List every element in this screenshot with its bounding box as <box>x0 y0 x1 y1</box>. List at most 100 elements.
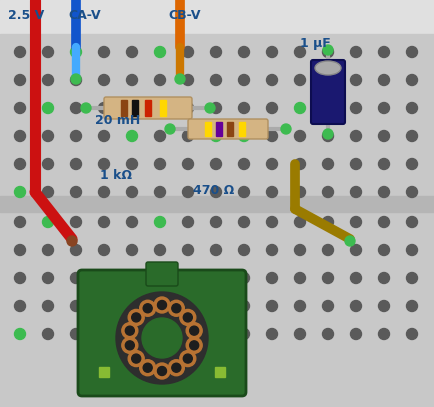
Circle shape <box>43 131 53 142</box>
Circle shape <box>141 318 181 358</box>
Circle shape <box>266 158 277 169</box>
Text: CA-V: CA-V <box>68 9 100 22</box>
Circle shape <box>122 323 138 339</box>
Circle shape <box>238 74 249 85</box>
FancyBboxPatch shape <box>146 262 178 286</box>
Circle shape <box>98 186 109 197</box>
Circle shape <box>171 304 181 313</box>
Bar <box>132 100 138 116</box>
Circle shape <box>238 273 249 284</box>
Circle shape <box>14 273 26 284</box>
Circle shape <box>350 217 361 228</box>
Circle shape <box>350 74 361 85</box>
Bar <box>160 100 166 116</box>
Circle shape <box>238 328 249 339</box>
Circle shape <box>322 74 333 85</box>
Circle shape <box>126 245 137 256</box>
Text: 1 kΩ: 1 kΩ <box>100 169 132 182</box>
Text: 1 μF: 1 μF <box>299 37 330 50</box>
Circle shape <box>266 217 277 228</box>
Circle shape <box>126 217 137 228</box>
Circle shape <box>280 124 290 134</box>
Circle shape <box>154 103 165 114</box>
Circle shape <box>182 217 193 228</box>
Circle shape <box>378 158 388 169</box>
Circle shape <box>238 217 249 228</box>
Bar <box>0 196 434 212</box>
Circle shape <box>14 186 26 197</box>
Circle shape <box>139 300 155 316</box>
Circle shape <box>322 245 333 256</box>
Circle shape <box>67 236 77 246</box>
Circle shape <box>98 328 109 339</box>
Circle shape <box>405 103 417 114</box>
FancyBboxPatch shape <box>104 97 191 119</box>
Circle shape <box>405 131 417 142</box>
Circle shape <box>71 74 81 84</box>
Circle shape <box>294 131 305 142</box>
Circle shape <box>266 273 277 284</box>
Circle shape <box>266 245 277 256</box>
Text: CB-V: CB-V <box>168 9 200 22</box>
Circle shape <box>98 273 109 284</box>
Circle shape <box>405 158 417 169</box>
Circle shape <box>378 131 388 142</box>
Circle shape <box>125 326 134 335</box>
Text: 470 Ω: 470 Ω <box>193 184 234 197</box>
Circle shape <box>294 245 305 256</box>
Bar <box>121 100 127 116</box>
Circle shape <box>132 313 140 322</box>
Circle shape <box>405 328 417 339</box>
Circle shape <box>350 300 361 311</box>
Bar <box>204 122 210 136</box>
Circle shape <box>405 245 417 256</box>
Bar <box>99 367 109 377</box>
Text: 2.5 V: 2.5 V <box>8 9 44 22</box>
Circle shape <box>238 46 249 57</box>
Circle shape <box>378 103 388 114</box>
Circle shape <box>43 217 53 228</box>
Circle shape <box>171 363 181 372</box>
Circle shape <box>322 328 333 339</box>
Circle shape <box>294 74 305 85</box>
Circle shape <box>238 245 249 256</box>
Circle shape <box>70 74 81 85</box>
Bar <box>227 122 233 136</box>
Circle shape <box>70 46 81 57</box>
Circle shape <box>238 186 249 197</box>
Circle shape <box>14 74 26 85</box>
Circle shape <box>322 131 333 142</box>
Circle shape <box>322 46 333 57</box>
Circle shape <box>405 186 417 197</box>
Circle shape <box>182 273 193 284</box>
Circle shape <box>210 186 221 197</box>
Circle shape <box>14 46 26 57</box>
Circle shape <box>182 328 193 339</box>
FancyBboxPatch shape <box>78 270 246 396</box>
Circle shape <box>350 46 361 57</box>
Circle shape <box>210 328 221 339</box>
Circle shape <box>322 45 332 55</box>
Circle shape <box>350 186 361 197</box>
Circle shape <box>350 103 361 114</box>
Circle shape <box>322 103 333 114</box>
Circle shape <box>154 273 165 284</box>
Circle shape <box>126 186 137 197</box>
Circle shape <box>378 186 388 197</box>
Bar <box>238 122 244 136</box>
Circle shape <box>183 313 192 322</box>
Circle shape <box>182 46 193 57</box>
Circle shape <box>43 46 53 57</box>
Circle shape <box>378 300 388 311</box>
Circle shape <box>154 158 165 169</box>
Circle shape <box>405 74 417 85</box>
Circle shape <box>43 74 53 85</box>
FancyBboxPatch shape <box>187 119 267 139</box>
Circle shape <box>322 217 333 228</box>
Circle shape <box>182 103 193 114</box>
Circle shape <box>168 300 184 316</box>
Circle shape <box>98 103 109 114</box>
Circle shape <box>139 360 155 376</box>
Circle shape <box>154 46 165 57</box>
Circle shape <box>294 158 305 169</box>
